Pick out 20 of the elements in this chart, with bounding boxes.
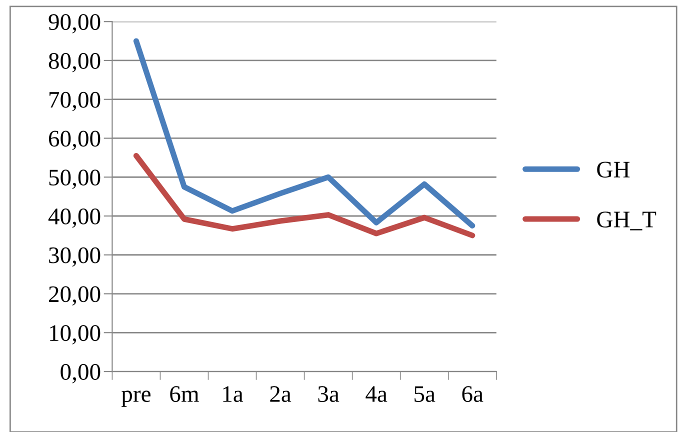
x-tick-label: 6m	[170, 386, 199, 402]
y-tick-label: 90,00	[48, 14, 100, 34]
y-tick-label: 20,00	[49, 286, 100, 306]
x-tick-label: 5a	[414, 386, 436, 402]
y-tick-label: 10,00	[50, 325, 100, 344]
x-tick-label: 4a	[366, 386, 388, 402]
x-tick-label: 6a	[462, 386, 484, 402]
x-tick-label: 2a	[270, 386, 292, 402]
y-tick-label: 40,00	[48, 208, 100, 228]
y-tick-label: 30,00	[49, 247, 100, 267]
legend-label: GH	[597, 162, 630, 178]
y-tick-label: 70,00	[50, 92, 100, 112]
y-tick-label: 80,00	[48, 52, 100, 72]
x-tick-label: 1a	[223, 386, 244, 402]
legend-label: GH_T	[597, 212, 656, 230]
y-tick-label: 0,00	[60, 364, 100, 384]
y-tick-label: 60,00	[48, 130, 100, 150]
y-tick-label: 50,00	[49, 170, 100, 189]
x-tick-label: 3a	[318, 386, 340, 402]
x-tick-label: pre	[122, 390, 150, 407]
